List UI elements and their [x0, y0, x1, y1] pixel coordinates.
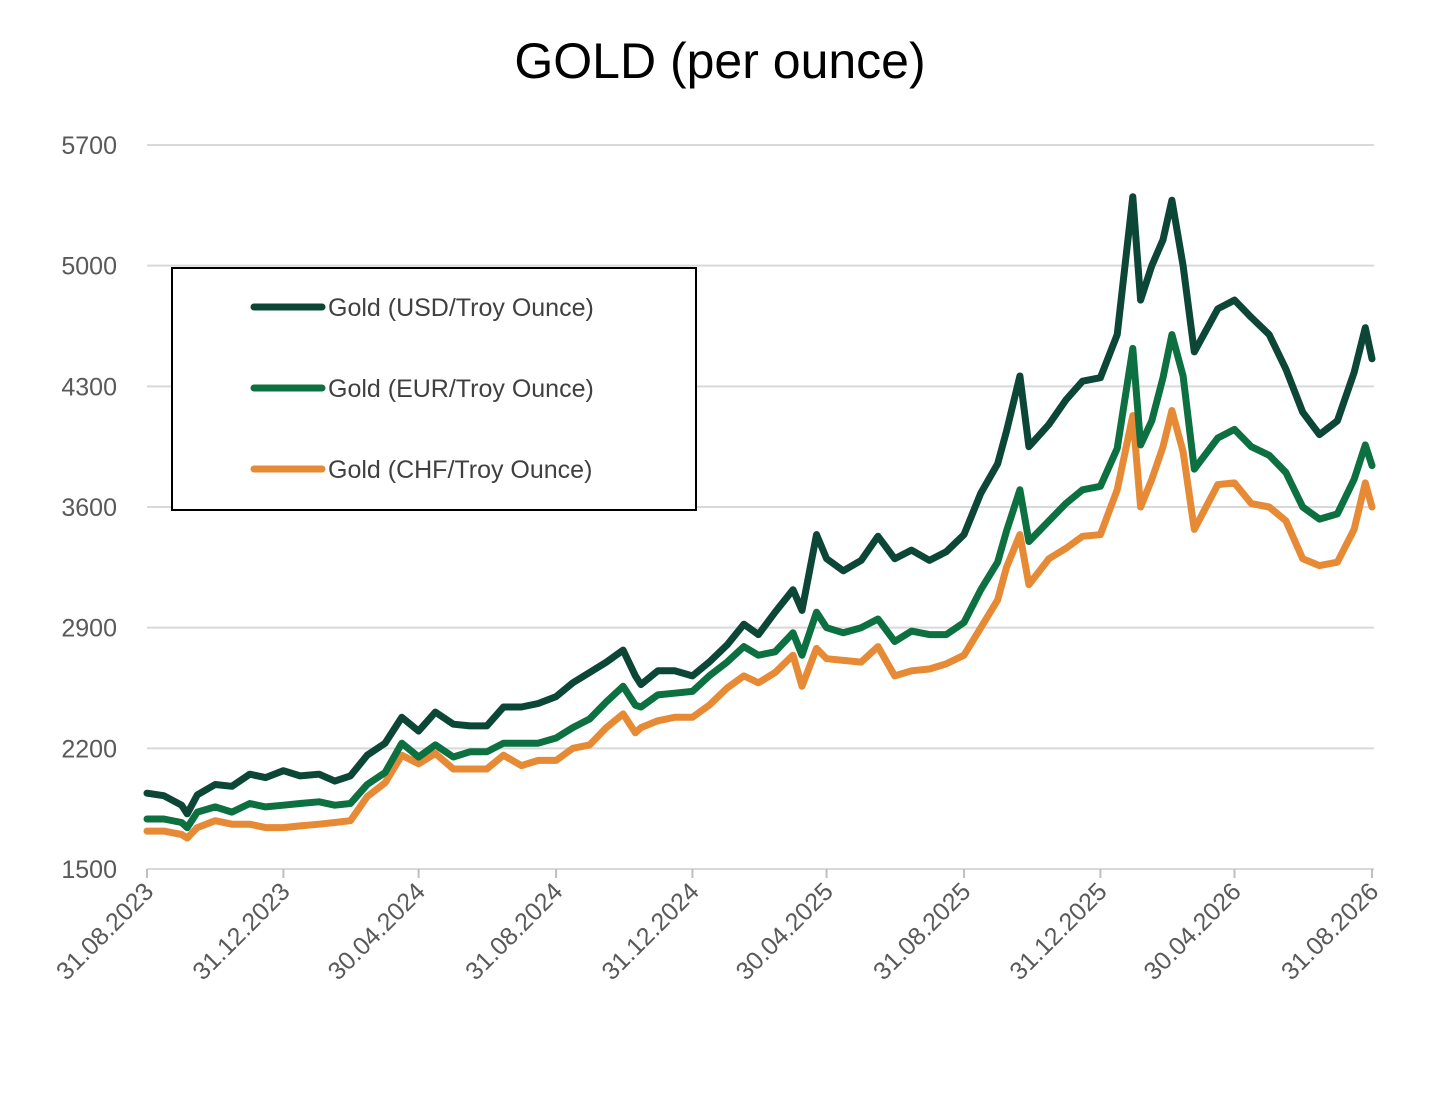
series-line-usd [143, 193, 1376, 818]
y-tick-label: 2900 [61, 615, 117, 643]
chart-title: GOLD (per ounce) [514, 33, 925, 89]
legend-label-chf: Gold (CHF/Troy Ounce) [328, 456, 592, 484]
legend: Gold (USD/Troy Ounce) Gold (EUR/Troy Oun… [171, 267, 697, 511]
series-lines [143, 193, 1376, 842]
series-line-chf [143, 407, 1376, 842]
series-line-eur [143, 331, 1376, 832]
y-tick-label: 4300 [61, 373, 117, 401]
y-tick-label: 3600 [61, 494, 117, 522]
legend-label-usd: Gold (USD/Troy Ounce) [328, 294, 594, 322]
y-tick-label: 5000 [61, 253, 117, 281]
legend-label-eur: Gold (EUR/Troy Ounce) [328, 375, 594, 403]
y-axis-tick-labels: 1500 2200 2900 3600 4300 5000 5700 [61, 132, 117, 884]
y-tick-label: 5700 [61, 132, 117, 160]
y-tick-label: 2200 [61, 735, 117, 763]
y-tick-label: 1500 [61, 856, 117, 884]
